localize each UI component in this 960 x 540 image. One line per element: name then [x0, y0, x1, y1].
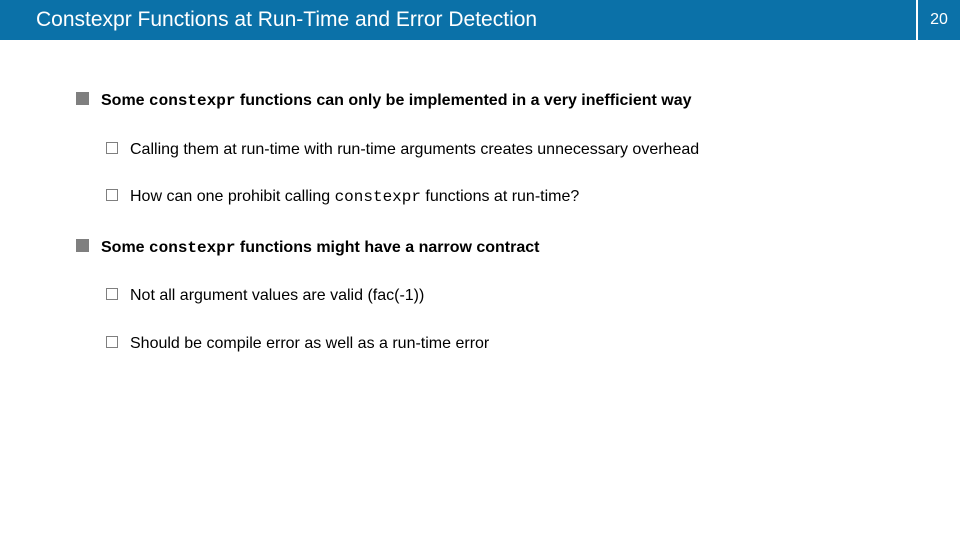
- square-bullet-icon: [76, 92, 89, 105]
- text-segment: constexpr: [335, 188, 421, 206]
- text-segment: constexpr: [149, 92, 235, 110]
- list-item: Should be compile error as well as a run…: [106, 333, 890, 355]
- square-outline-bullet-icon: [106, 288, 118, 300]
- text-segment: Some: [101, 239, 149, 256]
- list-item: Calling them at run-time with run-time a…: [106, 139, 890, 161]
- bullet-text: Some constexpr functions might have a na…: [101, 237, 539, 260]
- text-segment: constexpr: [149, 239, 235, 257]
- list-item: Some constexpr functions might have a na…: [76, 237, 890, 355]
- bullet-text: How can one prohibit calling constexpr f…: [130, 186, 579, 209]
- text-segment: Calling them at run-time with run-time a…: [130, 141, 699, 158]
- bullet-text: Should be compile error as well as a run…: [130, 333, 489, 355]
- list-item: Not all argument values are valid (fac(-…: [106, 285, 890, 307]
- square-outline-bullet-icon: [106, 142, 118, 154]
- text-segment: functions might have a narrow contract: [235, 239, 539, 256]
- bullet-text: Not all argument values are valid (fac(-…: [130, 285, 424, 307]
- square-outline-bullet-icon: [106, 336, 118, 348]
- bullet-list: Some constexpr functions can only be imp…: [76, 90, 890, 355]
- text-segment: functions at run-time?: [421, 188, 579, 205]
- sub-bullet-list: Calling them at run-time with run-time a…: [106, 139, 890, 209]
- slide-body: Some constexpr functions can only be imp…: [0, 40, 960, 355]
- slide-title: Constexpr Functions at Run-Time and Erro…: [0, 0, 916, 40]
- text-segment: Not all argument values are valid (fac(-…: [130, 287, 424, 304]
- text-segment: Should be compile error as well as a run…: [130, 335, 489, 352]
- text-segment: functions can only be implemented in a v…: [235, 92, 691, 109]
- text-segment: How can one prohibit calling: [130, 188, 335, 205]
- bullet-text: Some constexpr functions can only be imp…: [101, 90, 692, 113]
- bullet-text: Calling them at run-time with run-time a…: [130, 139, 699, 161]
- list-item: Some constexpr functions can only be imp…: [76, 90, 890, 209]
- slide-header: Constexpr Functions at Run-Time and Erro…: [0, 0, 960, 40]
- page-number: 20: [916, 0, 960, 40]
- square-outline-bullet-icon: [106, 189, 118, 201]
- list-item: How can one prohibit calling constexpr f…: [106, 186, 890, 209]
- square-bullet-icon: [76, 239, 89, 252]
- text-segment: Some: [101, 92, 149, 109]
- sub-bullet-list: Not all argument values are valid (fac(-…: [106, 285, 890, 354]
- slide: Constexpr Functions at Run-Time and Erro…: [0, 0, 960, 540]
